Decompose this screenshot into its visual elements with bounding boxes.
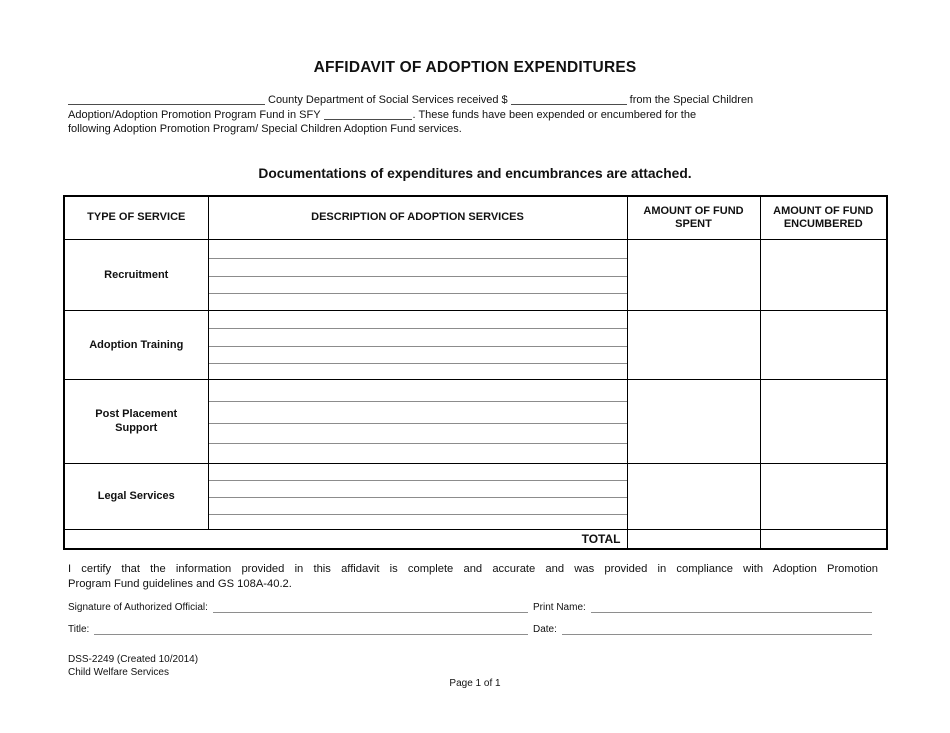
page-title: AFFIDAVIT OF ADOPTION EXPENDITURES — [313, 59, 637, 76]
table-row-adoption-training: Adoption Training — [63, 309, 888, 380]
description-line[interactable] — [208, 345, 627, 347]
amount-encumbered-cell[interactable] — [759, 462, 888, 530]
date-field-group: Date: — [533, 622, 872, 635]
total-amount-encumbered-cell[interactable] — [759, 528, 888, 550]
signature-row: Signature of Authorized Official: Print … — [68, 600, 872, 614]
description-cell[interactable] — [207, 238, 628, 311]
form-number: DSS-2249 (Created 10/2014) — [68, 654, 199, 665]
amount-spent-cell[interactable] — [626, 462, 761, 530]
form-footer: DSS-2249 (Created 10/2014) Child Welfare… — [68, 653, 198, 679]
title-label: Title: — [68, 624, 90, 635]
title-date-row: Title: Date: — [68, 622, 872, 636]
service-type-cell: Post Placement Support — [63, 378, 209, 464]
intro-line-1: County Department of Social Services rec… — [68, 93, 878, 108]
intro-line2-tail: . These funds have been expended or encu… — [412, 108, 697, 121]
description-line[interactable] — [208, 293, 627, 295]
column-header-type-of-service: TYPE OF SERVICE — [63, 195, 209, 240]
amount-encumbered-cell[interactable] — [759, 309, 888, 380]
description-line[interactable] — [208, 257, 627, 259]
print-name-field-group: Print Name: — [533, 600, 872, 613]
description-line[interactable] — [208, 328, 627, 330]
total-amount-spent-cell[interactable] — [626, 528, 761, 550]
amount-encumbered-cell[interactable] — [759, 378, 888, 464]
intro-line-3: following Adoption Promotion Program/ Sp… — [68, 123, 462, 136]
signature-blank[interactable] — [212, 600, 528, 613]
sfy-blank[interactable] — [323, 108, 412, 120]
service-type-cell: Adoption Training — [63, 309, 209, 380]
service-type-cell: Legal Services — [63, 462, 209, 530]
description-cell[interactable] — [207, 462, 628, 530]
signature-label: Signature of Authorized Official: — [68, 602, 208, 613]
description-line[interactable] — [208, 513, 627, 515]
intro-line2-text: Adoption/Adoption Promotion Program Fund… — [68, 108, 321, 121]
certification-statement: I certify that the information provided … — [68, 562, 878, 592]
date-label: Date: — [533, 624, 557, 635]
expenditures-table: TYPE OF SERVICE DESCRIPTION OF ADOPTION … — [63, 195, 888, 550]
table-row-recruitment: Recruitment — [63, 238, 888, 311]
certification-line-1: I certify that the information provided … — [68, 563, 878, 575]
date-blank[interactable] — [561, 622, 872, 635]
table-total-row: TOTAL — [63, 528, 888, 550]
service-type-cell: Recruitment — [63, 238, 209, 311]
page-indicator: Page 1 of 1 — [449, 678, 501, 689]
description-line[interactable] — [208, 480, 627, 482]
intro-paragraph: County Department of Social Services rec… — [68, 93, 878, 137]
program-name: Child Welfare Services — [68, 667, 169, 678]
description-line[interactable] — [208, 497, 627, 499]
title-field-group: Title: — [68, 622, 528, 635]
column-header-amount-encumbered: AMOUNT OF FUND ENCUMBERED — [759, 195, 888, 240]
table-row-post-placement-support: Post Placement Support — [63, 378, 888, 464]
description-cell[interactable] — [207, 378, 628, 464]
description-line[interactable] — [208, 362, 627, 364]
intro-line-2: Adoption/Adoption Promotion Program Fund… — [68, 108, 878, 123]
total-label: TOTAL — [63, 528, 628, 550]
title-blank[interactable] — [94, 622, 528, 635]
amount-spent-cell[interactable] — [626, 378, 761, 464]
description-cell[interactable] — [207, 309, 628, 380]
amount-received-blank[interactable] — [510, 93, 627, 105]
description-line[interactable] — [208, 401, 627, 403]
intro-line1-text: County Department of Social Services rec… — [268, 94, 508, 106]
signature-field-group: Signature of Authorized Official: — [68, 600, 528, 613]
county-name-blank[interactable] — [68, 93, 265, 105]
description-line[interactable] — [208, 422, 627, 424]
intro-line1-tail: from the Special Children — [629, 94, 754, 106]
print-name-blank[interactable] — [590, 600, 872, 613]
amount-spent-cell[interactable] — [626, 238, 761, 311]
certification-line-2: Program Fund guidelines and GS 108A-40.2… — [68, 578, 292, 590]
table-row-legal-services: Legal Services — [63, 462, 888, 530]
amount-spent-cell[interactable] — [626, 309, 761, 380]
amount-encumbered-cell[interactable] — [759, 238, 888, 311]
print-name-label: Print Name: — [533, 602, 586, 613]
description-line[interactable] — [208, 443, 627, 445]
table-header-row: TYPE OF SERVICE DESCRIPTION OF ADOPTION … — [63, 195, 888, 240]
attachments-subtitle: Documentations of expenditures and encum… — [258, 166, 692, 181]
column-header-amount-spent: AMOUNT OF FUND SPENT — [626, 195, 761, 240]
description-line[interactable] — [208, 275, 627, 277]
column-header-description: DESCRIPTION OF ADOPTION SERVICES — [207, 195, 628, 240]
